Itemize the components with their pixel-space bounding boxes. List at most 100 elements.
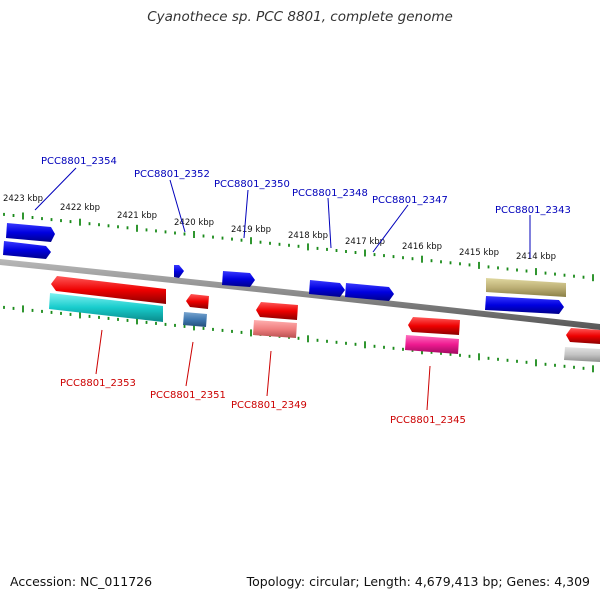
minor-tick [468,263,471,267]
gene-label[interactable]: PCC8801_2352 [134,169,210,180]
major-tick [592,274,594,282]
minor-tick [345,341,347,345]
minor-tick [155,229,157,233]
upper-tick-track [3,212,594,282]
minor-tick [383,345,385,349]
minor-tick [126,318,129,322]
minor-tick [516,268,518,272]
major-tick [478,353,480,361]
gene-PCC8801_2352[interactable] [174,265,184,278]
gene-label[interactable]: PCC8801_2350 [214,179,290,190]
minor-tick [440,260,442,264]
gene-PCC8801_2354-b[interactable] [3,241,51,259]
minor-tick [487,356,490,360]
minor-tick [50,310,53,314]
minor-tick [487,265,490,269]
gene-PCC8801_2353-a[interactable] [51,276,166,304]
minor-tick [145,320,148,324]
gene-label[interactable]: PCC8801_2349 [231,400,307,411]
gene-label[interactable]: PCC8801_2351 [150,390,226,401]
major-tick [364,341,366,349]
minor-tick [459,353,461,357]
minor-tick [155,321,157,325]
minor-tick [297,336,300,340]
minor-tick [335,249,338,252]
minor-tick [316,338,319,342]
gene-labels: PCC8801_2354 PCC8801_2352 PCC8801_2350 P… [41,156,571,426]
minor-tick [525,360,528,364]
minor-tick [430,259,433,263]
gene-PCC8801_2349-a[interactable] [256,302,298,320]
gene-label[interactable]: PCC8801_2345 [390,415,466,426]
minor-tick [506,267,509,271]
minor-tick [449,352,452,356]
gene-edge-gray [564,347,600,362]
minor-tick [212,235,214,239]
minor-tick [164,322,167,326]
minor-tick [12,214,15,217]
minor-tick [231,237,233,241]
major-tick [592,365,594,373]
minor-tick [98,315,100,319]
major-tick [22,212,24,220]
gene-PCC8801_2351-a[interactable] [186,294,209,309]
gene-PCC8801_2344 [486,278,566,297]
minor-tick [297,244,300,248]
gene-label[interactable]: PCC8801_2348 [292,188,368,199]
minor-tick [31,308,34,312]
gene-PCC8801_2347[interactable] [345,283,394,301]
minor-tick [554,363,556,367]
gene-PCC8801_2343[interactable] [485,296,564,314]
minor-tick [31,216,34,219]
minor-tick [563,273,566,277]
minor-tick [573,365,575,369]
gene-label[interactable]: PCC8801_2354 [41,156,117,167]
minor-tick [459,262,461,266]
minor-tick [335,340,338,344]
minor-tick [69,220,72,224]
accession-text: Accession: NC_011726 [10,574,153,589]
minor-tick [506,358,509,362]
major-tick [307,335,309,343]
forward-strand-genes [3,223,566,314]
major-tick [136,317,138,325]
leader-lines [34,167,531,411]
minor-tick [183,232,186,236]
minor-tick [202,234,205,238]
minor-tick [392,255,395,259]
gene-edge-red [566,328,600,344]
gene-PCC8801_2354-a[interactable] [6,223,55,242]
kbp-label: 2423 kbp [3,194,43,204]
minor-tick [326,247,328,251]
minor-tick [354,342,357,346]
gene-label[interactable]: PCC8801_2347 [372,195,448,206]
minor-tick [392,346,395,350]
minor-tick [240,238,243,242]
minor-tick [411,257,414,261]
minor-tick [440,351,442,355]
gene-PCC8801_2351-b [183,312,207,327]
minor-tick [98,223,100,227]
kbp-label: 2421 kbp [117,211,157,221]
minor-tick [402,347,404,351]
minor-tick [50,218,53,222]
minor-tick [468,354,471,358]
minor-tick [402,256,404,260]
gene-PCC8801_2345-a[interactable] [408,317,460,335]
minor-tick [326,339,328,343]
minor-tick [573,274,575,278]
minor-tick [288,243,290,247]
gene-PCC8801_2350[interactable] [222,271,255,287]
minor-tick [60,219,62,223]
gene-label[interactable]: PCC8801_2353 [60,378,136,389]
kbp-label: 2414 kbp [516,252,556,262]
gene-label[interactable]: PCC8801_2343 [495,205,571,216]
major-tick [22,305,24,313]
major-tick [193,231,195,238]
minor-tick [174,231,176,235]
minor-tick [373,253,376,257]
gene-PCC8801_2345-b [405,335,459,354]
genome-summary-text: Topology: circular; Length: 4,679,413 bp… [246,574,590,589]
gene-PCC8801_2348[interactable] [309,280,345,297]
